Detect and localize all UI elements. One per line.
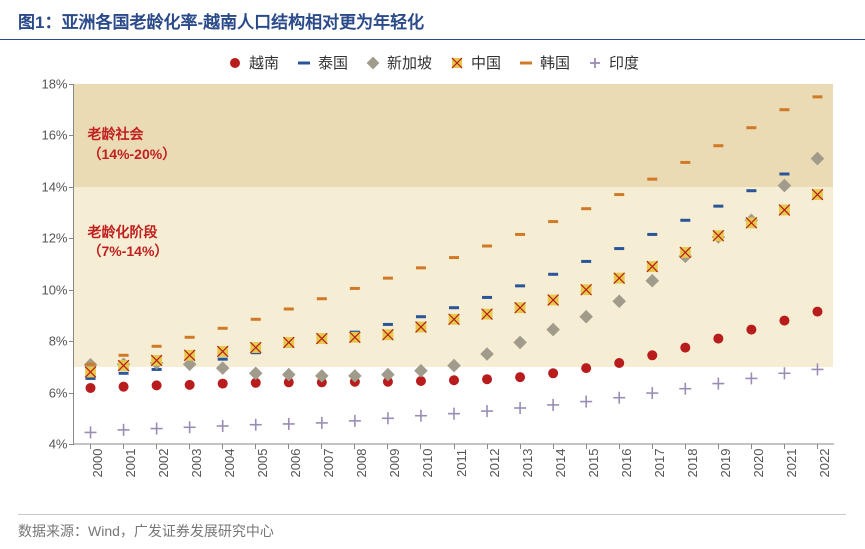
- x-tick-label: 2018: [685, 449, 700, 478]
- x-tick-mark: [288, 444, 289, 449]
- legend-marker-icon: [517, 56, 535, 70]
- x-tick-mark: [652, 444, 653, 449]
- plot-area: 老龄社会（14%-20%）老龄化阶段（7%-14%）4%6%8%10%12%14…: [73, 84, 833, 444]
- x-tick-label: 2009: [387, 449, 402, 478]
- y-tick-label: 14%: [30, 179, 68, 194]
- legend-item: 越南: [226, 52, 279, 73]
- x-tick-label: 2014: [553, 449, 568, 478]
- x-tick-label: 2008: [354, 449, 369, 478]
- x-tick-mark: [520, 444, 521, 449]
- band-label: 老龄社会（14%-20%）: [88, 125, 177, 164]
- x-tick-label: 2006: [288, 449, 303, 478]
- legend-label: 新加坡: [387, 52, 432, 73]
- title-text: 亚洲各国老龄化率-越南人口结构相对更为年轻化: [61, 13, 424, 32]
- x-tick-label: 2022: [817, 449, 832, 478]
- x-tick-mark: [189, 444, 190, 449]
- x-tick-label: 2004: [222, 449, 237, 478]
- x-tick-mark: [222, 444, 223, 449]
- y-tick-mark: [69, 444, 74, 445]
- y-tick-label: 6%: [30, 385, 68, 400]
- x-tick-mark: [90, 444, 91, 449]
- x-tick-mark: [784, 444, 785, 449]
- chart-container: 越南 泰国 新加坡 中国 韩国 印度 老龄社会（14%-20%） 老龄化阶段（7%-14%）…: [19, 44, 847, 504]
- x-tick-mark: [619, 444, 620, 449]
- x-tick-label: 2000: [90, 449, 105, 478]
- y-tick-mark: [69, 393, 74, 394]
- y-tick-mark: [69, 341, 74, 342]
- x-tick-label: 2003: [189, 449, 204, 478]
- x-tick-mark: [685, 444, 686, 449]
- x-tick-mark: [255, 444, 256, 449]
- legend-marker-icon: [226, 56, 244, 70]
- x-tick-mark: [553, 444, 554, 449]
- x-tick-label: 2016: [619, 449, 634, 478]
- x-tick-label: 2015: [586, 449, 601, 478]
- x-tick-mark: [586, 444, 587, 449]
- source-line: 数据来源：Wind，广发证券发展研究中心: [18, 514, 846, 541]
- y-tick-mark: [69, 187, 74, 188]
- legend-marker-icon: [364, 56, 382, 70]
- legend-item: 中国: [448, 52, 501, 73]
- legend-marker-icon: [448, 56, 466, 70]
- legend-item: 泰国: [295, 52, 348, 73]
- x-tick-mark: [321, 444, 322, 449]
- x-tick-label: 2021: [784, 449, 799, 478]
- x-tick-mark: [420, 444, 421, 449]
- y-tick-label: 16%: [30, 128, 68, 143]
- y-tick-mark: [69, 135, 74, 136]
- y-tick-mark: [69, 84, 74, 85]
- title-prefix: 图1：: [18, 13, 61, 32]
- legend-item: 新加坡: [364, 52, 432, 73]
- x-tick-label: 2013: [520, 449, 535, 478]
- x-tick-label: 2010: [420, 449, 435, 478]
- legend-label: 泰国: [318, 52, 348, 73]
- x-tick-mark: [718, 444, 719, 449]
- x-tick-label: 2011: [454, 449, 469, 477]
- y-tick-mark: [69, 290, 74, 291]
- x-tick-mark: [751, 444, 752, 449]
- x-tick-mark: [487, 444, 488, 449]
- y-tick-label: 12%: [30, 231, 68, 246]
- x-tick-mark: [454, 444, 455, 449]
- x-tick-mark: [354, 444, 355, 449]
- x-tick-label: 2007: [321, 449, 336, 478]
- x-tick-label: 2005: [255, 449, 270, 478]
- x-tick-mark: [387, 444, 388, 449]
- y-tick-label: 18%: [30, 77, 68, 92]
- legend: 越南 泰国 新加坡 中国 韩国 印度: [19, 44, 847, 77]
- legend-item: 韩国: [517, 52, 570, 73]
- y-tick-label: 8%: [30, 334, 68, 349]
- legend-label: 越南: [249, 52, 279, 73]
- legend-item: 印度: [586, 52, 639, 73]
- chart-title-bar: 图1：亚洲各国老龄化率-越南人口结构相对更为年轻化: [0, 0, 865, 40]
- y-tick-mark: [69, 238, 74, 239]
- legend-label: 韩国: [540, 52, 570, 73]
- x-tick-label: 2017: [652, 449, 667, 478]
- x-tick-mark: [156, 444, 157, 449]
- legend-label: 中国: [471, 52, 501, 73]
- x-tick-label: 2019: [718, 449, 733, 478]
- legend-label: 印度: [609, 52, 639, 73]
- y-tick-label: 10%: [30, 282, 68, 297]
- plot-svg: [74, 84, 834, 444]
- band-label: 老龄化阶段（7%-14%）: [88, 223, 169, 262]
- x-tick-mark: [123, 444, 124, 449]
- y-tick-label: 4%: [30, 437, 68, 452]
- x-tick-mark: [817, 444, 818, 449]
- x-tick-label: 2001: [123, 449, 138, 478]
- legend-marker-icon: [586, 56, 604, 70]
- x-tick-label: 2020: [751, 449, 766, 478]
- legend-marker-icon: [295, 56, 313, 70]
- x-tick-label: 2002: [156, 449, 171, 478]
- x-tick-label: 2012: [487, 449, 502, 478]
